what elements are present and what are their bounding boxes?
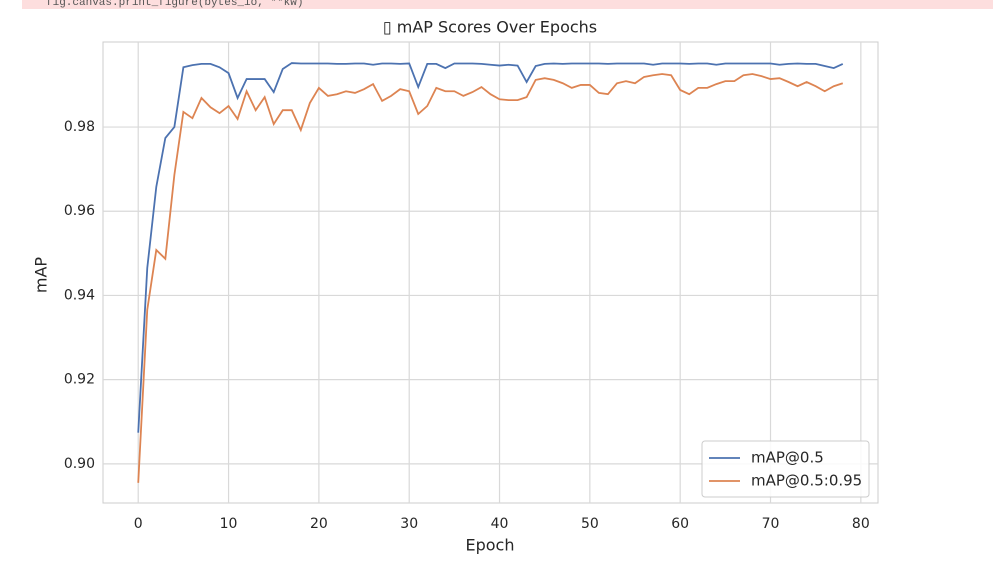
legend-label: mAP@0.5 <box>751 449 824 467</box>
x-tick-label: 30 <box>400 516 418 532</box>
x-tick-label: 0 <box>134 516 143 532</box>
y-tick-label: 0.90 <box>64 456 95 472</box>
output-strip <box>22 0 993 9</box>
y-tick-label: 0.92 <box>64 372 95 388</box>
legend-label: mAP@0.5:0.95 <box>751 472 862 490</box>
x-tick-label: 20 <box>310 516 328 532</box>
plot-area <box>102 41 879 504</box>
y-axis-label: mAP <box>32 257 51 294</box>
x-axis-label: Epoch <box>466 536 515 555</box>
x-tick-label: 40 <box>491 516 509 532</box>
legend-box <box>701 440 870 498</box>
y-tick-label: 0.94 <box>64 287 95 303</box>
y-tick-label: 0.96 <box>64 203 95 219</box>
x-tick-label: 60 <box>671 516 689 532</box>
x-tick-label: 50 <box>581 516 599 532</box>
x-tick-label: 70 <box>762 516 780 532</box>
code-output: fig.canvas.print_figure(bytes_io, **kw) <box>46 0 303 9</box>
series-line <box>137 62 844 433</box>
series-line <box>137 73 844 483</box>
chart-title: ▯ mAP Scores Over Epochs <box>383 18 597 37</box>
y-tick-label: 0.98 <box>64 119 95 135</box>
x-tick-label: 80 <box>852 516 870 532</box>
x-tick-label: 10 <box>220 516 238 532</box>
